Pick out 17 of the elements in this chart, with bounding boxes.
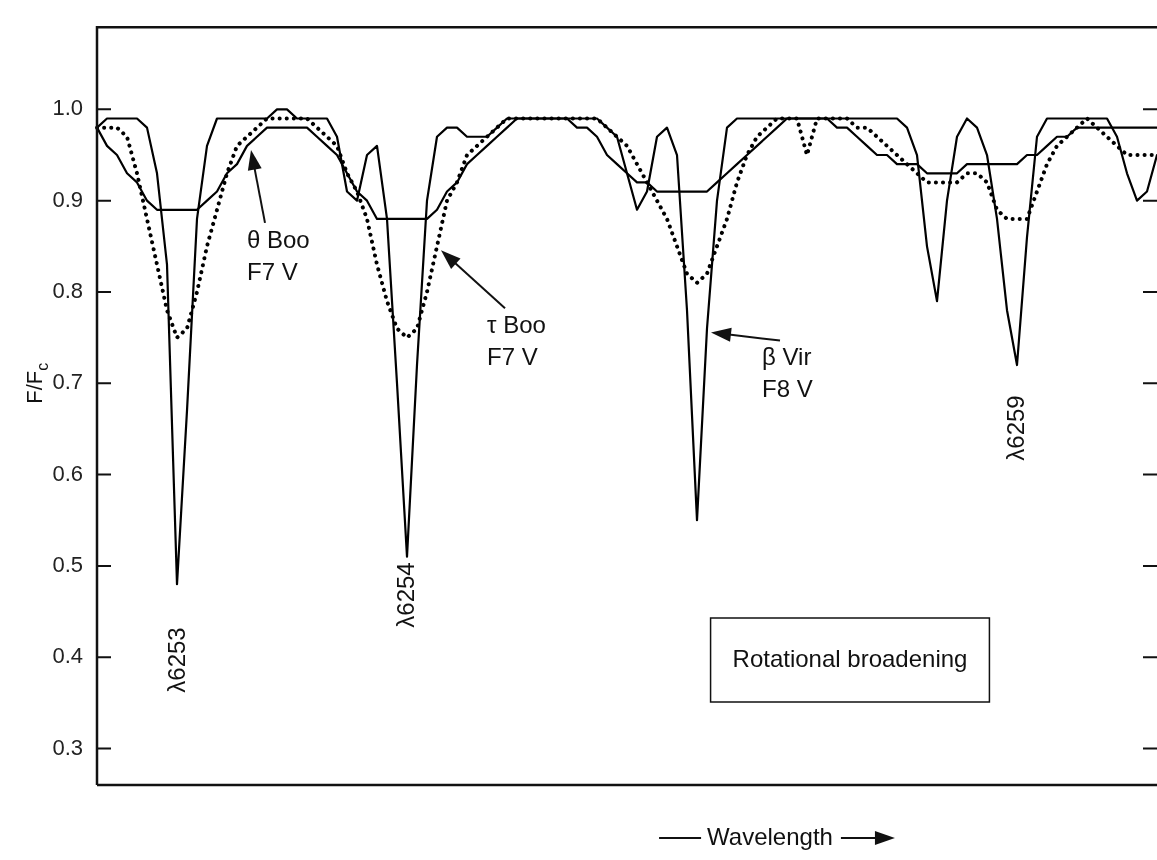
- text: β Vir F8 V: [762, 343, 813, 403]
- y-tick-label: 1.0: [52, 95, 83, 121]
- annotation: λ6254: [391, 562, 419, 628]
- annotation: λ6253: [162, 627, 190, 693]
- x-axis-title: Wavelength: [707, 822, 833, 850]
- series-label: θ Boo F7 V: [247, 225, 310, 285]
- y-tick-label: 0.9: [52, 186, 83, 212]
- y-tick-label: 0.4: [52, 643, 83, 669]
- y-tick-label: 0.6: [52, 460, 83, 486]
- y-tick-label: 0.8: [52, 278, 83, 304]
- annotation: Rotational broadening: [732, 644, 968, 672]
- y-tick-label: 0.7: [52, 369, 83, 395]
- y-tick-label: 0.3: [52, 734, 83, 760]
- text: τ Boo F7 V: [487, 310, 546, 370]
- y-axis-title: F/Fc: [22, 362, 52, 404]
- y-tick-label: 0.5: [52, 551, 83, 577]
- annotation: λ6259: [1001, 395, 1029, 461]
